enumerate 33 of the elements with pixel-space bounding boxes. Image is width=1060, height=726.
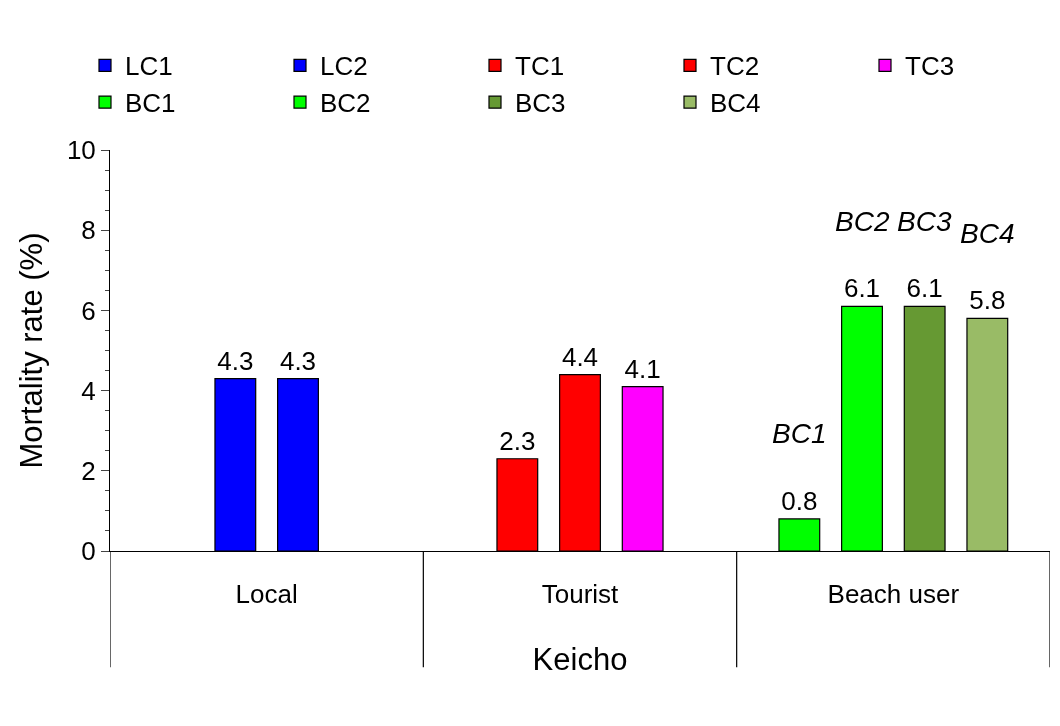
legend-label: LC1: [125, 51, 173, 82]
data-label: 2.3: [499, 425, 536, 456]
y-tick-label: 6: [81, 295, 96, 326]
data-label: 6.1: [906, 273, 943, 304]
legend-label: BC1: [125, 88, 176, 119]
legend-label: TC3: [905, 51, 955, 82]
legend-label: BC3: [515, 88, 566, 119]
annotation: BC2: [835, 206, 890, 237]
y-axis-title: Mortality rate (%): [13, 232, 49, 469]
legend-label: BC4: [710, 88, 761, 119]
data-label: 4.3: [217, 345, 254, 376]
data-label: 4.3: [279, 345, 317, 376]
annotation: BC1: [772, 418, 827, 449]
legend-label: BC2: [320, 88, 371, 119]
x-axis-title: Keicho: [532, 642, 628, 678]
x-tick-label: Beach user: [827, 579, 960, 610]
legend-label: LC2: [320, 51, 368, 82]
y-tick-label: 10: [66, 135, 96, 166]
y-tick-label: 0: [81, 536, 96, 567]
y-tick-label: 8: [81, 215, 96, 246]
data-label: 5.8: [969, 285, 1006, 316]
data-label: 4.4: [561, 341, 599, 372]
y-tick-label: 2: [81, 455, 96, 486]
legend-label: TC2: [710, 51, 760, 82]
annotation: BC3: [897, 206, 952, 237]
data-label: 4.1: [624, 353, 661, 384]
data-label: 0.8: [781, 485, 818, 516]
legend-label: TC1: [515, 51, 565, 82]
data-label: 6.1: [843, 273, 881, 304]
x-tick-label: Local: [235, 579, 298, 610]
annotation: BC4: [960, 218, 1015, 249]
x-tick-label: Tourist: [541, 579, 620, 610]
y-tick-label: 4: [81, 375, 96, 406]
